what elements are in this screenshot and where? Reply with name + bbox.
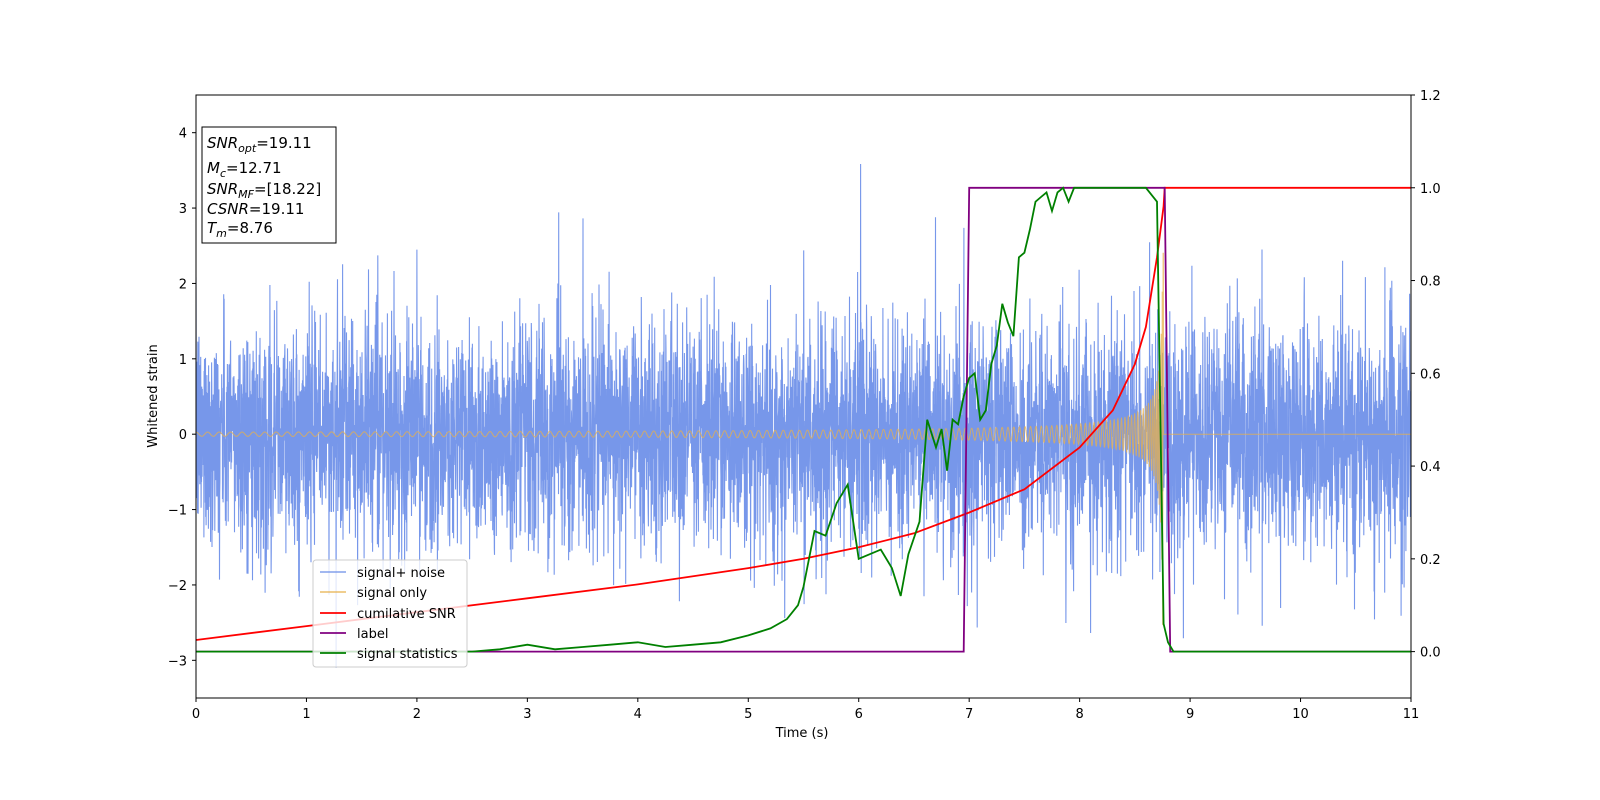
x-tick-label: 6 bbox=[855, 707, 863, 722]
legend: signal+ noise signal only cumilative SNR la… bbox=[312, 559, 468, 668]
y-axis-left: −3 −2 −1 0 1 2 3 4 bbox=[168, 127, 196, 669]
annotation-box: SNRopt=19.11Mc=12.71SNRMF=[18.22]CSNR=19… bbox=[201, 126, 337, 244]
annotation-line: Mc=12.71 bbox=[207, 159, 282, 180]
annotation-subscript: MF bbox=[238, 188, 254, 201]
annotation-value: =19.11 bbox=[256, 134, 312, 152]
plot-area bbox=[196, 163, 1411, 668]
x-axis-title: Time (s) bbox=[775, 726, 829, 741]
annotation-subscript: opt bbox=[238, 142, 257, 155]
y-left-tick-label: −3 bbox=[168, 654, 187, 669]
y-left-tick-label: 1 bbox=[179, 353, 187, 368]
x-tick-label: 3 bbox=[523, 707, 531, 722]
y-right-tick-label: 0.8 bbox=[1420, 275, 1441, 290]
x-tick-label: 7 bbox=[965, 707, 973, 722]
annotation-line: Tm=8.76 bbox=[207, 219, 273, 240]
legend-label: signal only bbox=[357, 586, 427, 601]
y-right-tick-label: 1.2 bbox=[1420, 89, 1441, 104]
x-tick-label: 2 bbox=[413, 707, 421, 722]
y-axis-title: Whitened strain bbox=[146, 344, 161, 447]
x-tick-label: 0 bbox=[192, 707, 200, 722]
annotation-value: =12.71 bbox=[226, 159, 282, 177]
annotation-line: SNRMF=[18.22] bbox=[207, 180, 321, 201]
y-right-tick-label: 0.6 bbox=[1420, 367, 1441, 382]
x-tick-label: 10 bbox=[1292, 707, 1309, 722]
y-left-tick-label: 0 bbox=[179, 428, 187, 443]
legend-label: signal+ noise bbox=[357, 566, 445, 581]
series-signal-only-line bbox=[196, 252, 1411, 626]
annotation-line: CSNR=19.11 bbox=[207, 200, 304, 218]
annotation-value: =19.11 bbox=[249, 200, 305, 218]
legend-label: cumilative SNR bbox=[357, 607, 456, 622]
x-tick-label: 4 bbox=[634, 707, 642, 722]
y-right-tick-label: 0.2 bbox=[1420, 553, 1441, 568]
y-left-tick-label: −1 bbox=[168, 504, 187, 519]
x-tick-label: 1 bbox=[302, 707, 310, 722]
legend-label: signal statistics bbox=[357, 647, 458, 662]
y-left-tick-label: 3 bbox=[179, 202, 187, 217]
x-tick-label: 11 bbox=[1403, 707, 1420, 722]
annotation-symbol: T bbox=[207, 219, 218, 237]
y-right-tick-label: 1.0 bbox=[1420, 182, 1441, 197]
annotation-frame bbox=[201, 126, 337, 244]
series-signal-statistics-line bbox=[196, 186, 1411, 653]
x-tick-label: 5 bbox=[744, 707, 752, 722]
annotation-subscript: c bbox=[220, 167, 226, 180]
series-signal-noise-line bbox=[196, 163, 1411, 668]
y-left-tick-label: 2 bbox=[179, 277, 187, 292]
legend-label: label bbox=[357, 627, 388, 642]
annotation-symbol: M bbox=[207, 159, 220, 177]
annotation-symbol: CSNR bbox=[207, 200, 249, 218]
annotation-symbol: SNR bbox=[207, 134, 238, 152]
y-left-tick-label: −2 bbox=[168, 579, 187, 594]
annotation-line: SNRopt=19.11 bbox=[207, 134, 312, 155]
annotation-value: =[18.22] bbox=[254, 180, 321, 198]
plot-frame bbox=[195, 94, 1412, 699]
annotation-subscript: m bbox=[216, 227, 227, 240]
annotation-value: =8.76 bbox=[227, 219, 273, 237]
y-left-tick-label: 4 bbox=[179, 127, 187, 142]
y-right-tick-label: 0.0 bbox=[1420, 646, 1441, 661]
legend-frame bbox=[312, 559, 468, 668]
annotation-symbol: SNR bbox=[207, 180, 238, 198]
y-right-tick-label: 0.4 bbox=[1420, 460, 1441, 475]
x-axis: 0 1 2 3 4 5 6 7 8 9 10 11 bbox=[192, 698, 1419, 722]
y-axis-right: 0.0 0.2 0.4 0.6 0.8 1.0 1.2 bbox=[1411, 89, 1441, 661]
x-tick-label: 9 bbox=[1186, 707, 1194, 722]
x-tick-label: 8 bbox=[1075, 707, 1083, 722]
